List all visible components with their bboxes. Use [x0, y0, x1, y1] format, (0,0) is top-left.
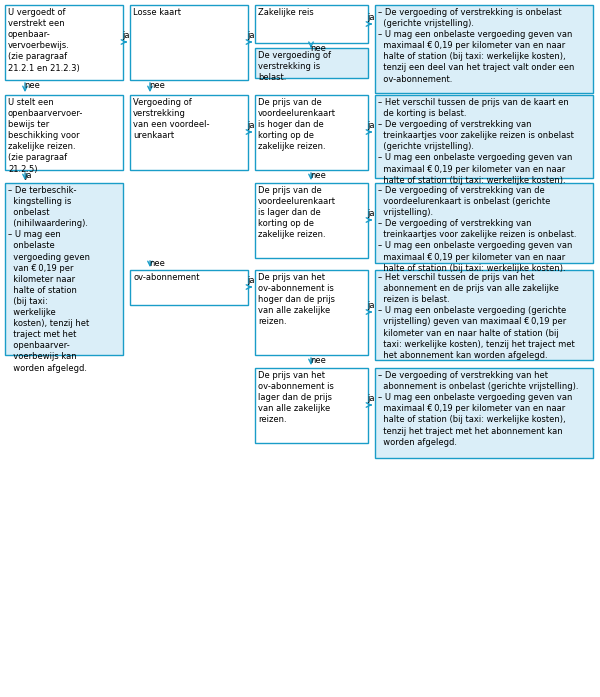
Text: nee: nee [310, 356, 326, 365]
Text: ja: ja [248, 121, 255, 130]
Bar [375, 368, 593, 458]
Bar [255, 183, 368, 258]
Text: De prijs van de
voordeelurenkaart
is hoger dan de
korting op de
zakelijke reizen: De prijs van de voordeelurenkaart is hog… [258, 98, 336, 151]
Bar [5, 5, 123, 80]
Bar [5, 95, 123, 170]
Text: ja: ja [122, 31, 130, 40]
Bar [375, 270, 593, 360]
Text: ja: ja [24, 171, 32, 180]
Text: ja: ja [367, 301, 375, 310]
Text: U stelt een
openbaarvervoer-
bewijs ter
beschikking voor
zakelijke reizen.
(zie : U stelt een openbaarvervoer- bewijs ter … [8, 98, 83, 174]
Text: – De vergoeding of verstrekking van de
  voordeelurenkaart is onbelast (gerichte: – De vergoeding of verstrekking van de v… [378, 186, 577, 273]
Text: nee: nee [24, 81, 40, 90]
Bar [255, 270, 368, 355]
Text: De prijs van het
ov-abonnement is
lager dan de prijs
van alle zakelijke
reizen.: De prijs van het ov-abonnement is lager … [258, 371, 334, 424]
Text: – De vergoeding of verstrekking is onbelast
  (gerichte vrijstelling).
– U mag e: – De vergoeding of verstrekking is onbel… [378, 8, 574, 84]
Bar [130, 270, 248, 305]
Bar [130, 95, 248, 170]
Text: – De terbeschik-
  kingstelling is
  onbelast
  (nihilwaardering).
– U mag een
 : – De terbeschik- kingstelling is onbelas… [8, 186, 90, 373]
Text: ja: ja [367, 121, 375, 130]
Bar [375, 183, 593, 263]
Text: Vergoeding of
verstrekking
van een voordeel-
urenkaart: Vergoeding of verstrekking van een voord… [133, 98, 209, 140]
Bar [255, 48, 368, 78]
Text: nee: nee [149, 259, 165, 268]
Bar [375, 5, 593, 93]
Text: nee: nee [310, 44, 326, 53]
Text: nee: nee [310, 171, 326, 180]
Bar [5, 183, 123, 355]
Text: ja: ja [248, 276, 255, 285]
Text: ja: ja [367, 209, 375, 218]
Text: ja: ja [367, 13, 375, 22]
Bar [255, 5, 368, 43]
Text: De prijs van de
voordeelurenkaart
is lager dan de
korting op de
zakelijke reizen: De prijs van de voordeelurenkaart is lag… [258, 186, 336, 239]
Text: ja: ja [367, 394, 375, 403]
Text: nee: nee [149, 81, 165, 90]
Text: ja: ja [248, 31, 255, 40]
Text: – De vergoeding of verstrekking van het
  abonnement is onbelast (gerichte vrijs: – De vergoeding of verstrekking van het … [378, 371, 578, 447]
Bar [255, 95, 368, 170]
Bar [375, 95, 593, 178]
Text: De prijs van het
ov-abonnement is
hoger dan de prijs
van alle zakelijke
reizen.: De prijs van het ov-abonnement is hoger … [258, 273, 335, 326]
Text: De vergoeding of
verstrekking is
belast.: De vergoeding of verstrekking is belast. [258, 51, 331, 82]
Text: U vergoedt of
verstrekt een
openbaar-
vervoerbewijs.
(zie paragraaf
21.2.1 en 21: U vergoedt of verstrekt een openbaar- ve… [8, 8, 80, 72]
Text: Losse kaart: Losse kaart [133, 8, 181, 17]
Text: ov-abonnement: ov-abonnement [133, 273, 199, 282]
Bar [130, 5, 248, 80]
Bar [255, 368, 368, 443]
Text: Zakelijke reis: Zakelijke reis [258, 8, 314, 17]
Text: – Het verschil tussen de prijs van de kaart en
  de korting is belast.
– De verg: – Het verschil tussen de prijs van de ka… [378, 98, 574, 185]
Text: – Het verschil tussen de prijs van het
  abonnement en de prijs van alle zakelij: – Het verschil tussen de prijs van het a… [378, 273, 575, 360]
